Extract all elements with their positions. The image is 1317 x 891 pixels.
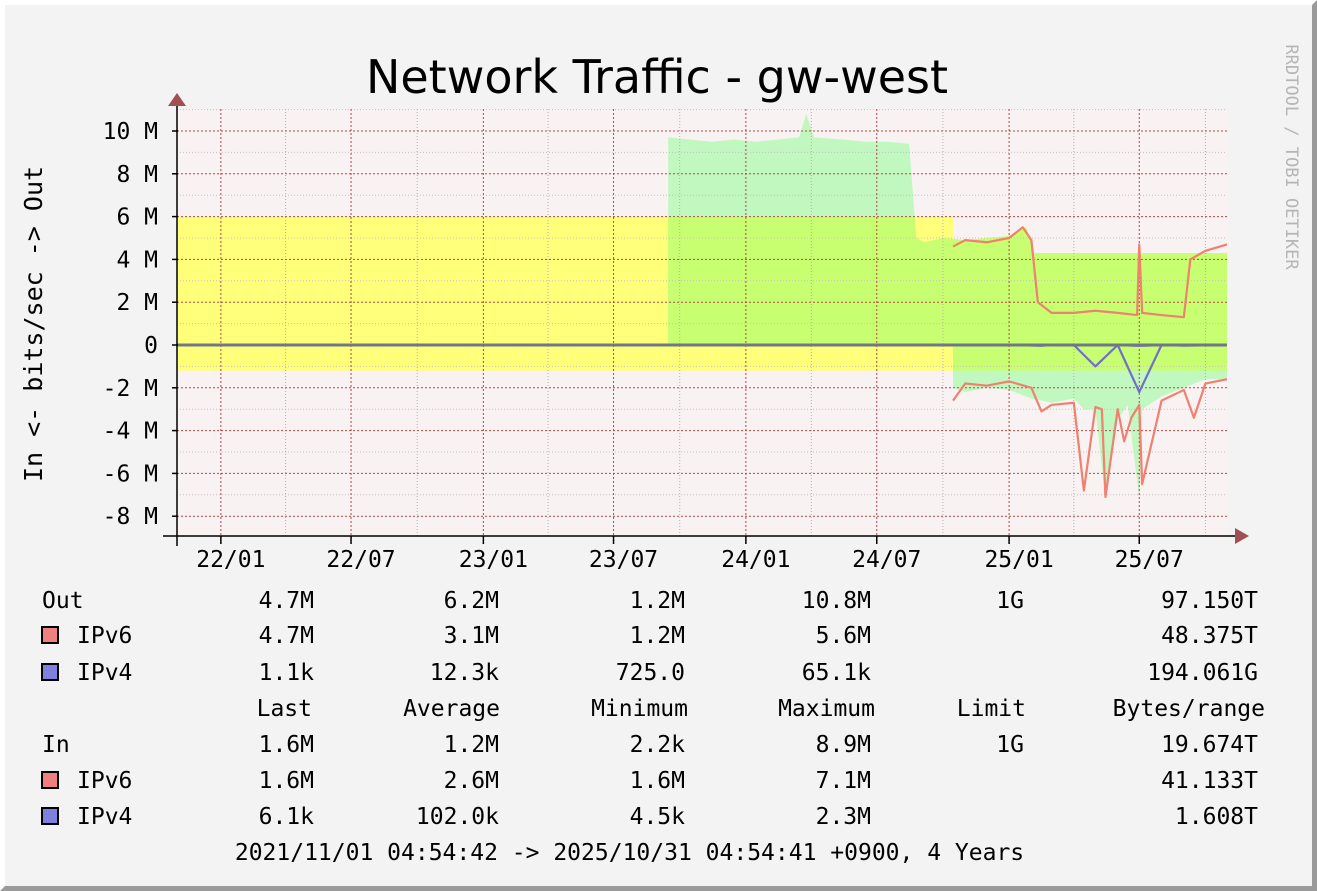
legend-value-bytes: 194.061G bbox=[1147, 660, 1258, 686]
watermark: RRDTOOL / TOBI OETIKER bbox=[1281, 44, 1301, 270]
legend-label: IPv4 bbox=[77, 660, 133, 686]
legend-value-average: 102.0k bbox=[415, 804, 499, 830]
legend-value-last: 6.1k bbox=[258, 804, 314, 830]
legend-value-last: 4.7M bbox=[258, 623, 314, 649]
legend-swatch bbox=[41, 807, 59, 825]
legend-value-bytes: 41.133T bbox=[1161, 768, 1258, 794]
legend-value-last: 1.1k bbox=[258, 660, 314, 686]
legend-value-last: 1.6M bbox=[258, 732, 314, 758]
legend-value-maximum: 7.1M bbox=[815, 768, 871, 794]
legend-value-maximum: 2.3M bbox=[815, 804, 871, 830]
time-range-footer: 2021/11/01 04:54:42 -> 2025/10/31 04:54:… bbox=[234, 840, 1025, 866]
series-in-ipv6-line bbox=[952, 378, 1227, 499]
legend-value-minimum: 725.0 bbox=[615, 660, 685, 686]
legend-swatch bbox=[41, 663, 59, 681]
legend-value-minimum: 1.2M bbox=[629, 588, 685, 614]
legend-swatch bbox=[41, 626, 59, 644]
legend-value-limit: 1G bbox=[996, 588, 1024, 614]
legend-value-limit: 1G bbox=[996, 732, 1024, 758]
series-out-overlap bbox=[668, 216, 1227, 345]
chart-title: Network Traffic - gw-west bbox=[366, 50, 948, 104]
y-tick-label: -6 M bbox=[103, 461, 158, 487]
y-tick-label: 2 M bbox=[116, 290, 158, 316]
legend-header-average: Average bbox=[403, 696, 500, 722]
y-tick-label: 6 M bbox=[116, 205, 158, 231]
x-tick-label: 22/01 bbox=[196, 547, 265, 573]
series-in-area bbox=[952, 345, 1227, 500]
legend-value-bytes: 97.150T bbox=[1161, 588, 1258, 614]
legend-header-maximum: Maximum bbox=[778, 696, 875, 722]
y-axis-arrow bbox=[168, 93, 186, 106]
y-tick-label: -2 M bbox=[103, 376, 158, 402]
legend-header-bytes: Bytes/range bbox=[1112, 696, 1265, 722]
legend-header-minimum: Minimum bbox=[591, 696, 688, 722]
legend-value-bytes: 19.674T bbox=[1161, 732, 1258, 758]
x-axis-arrow bbox=[1235, 528, 1249, 544]
legend-label: IPv6 bbox=[77, 768, 133, 794]
y-tick-label: -8 M bbox=[103, 504, 158, 530]
y-tick-label: 8 M bbox=[116, 162, 158, 188]
legend-swatch bbox=[41, 771, 59, 789]
legend-value-minimum: 4.5k bbox=[629, 804, 685, 830]
legend-value-minimum: 1.6M bbox=[629, 768, 685, 794]
legend-value-last: 4.7M bbox=[258, 588, 314, 614]
legend-value-last: 1.6M bbox=[258, 768, 314, 794]
y-tick-label: 4 M bbox=[116, 247, 158, 273]
legend-value-average: 6.2M bbox=[443, 588, 499, 614]
y-tick-label: -4 M bbox=[103, 419, 158, 445]
y-axis-label: In <- bits/sec -> Out bbox=[19, 166, 48, 482]
legend-value-minimum: 1.2M bbox=[629, 623, 685, 649]
legend-label: Out bbox=[42, 588, 84, 614]
legend-value-minimum: 2.2k bbox=[629, 732, 685, 758]
x-tick-label: 24/01 bbox=[721, 547, 790, 573]
legend-header-last: Last bbox=[256, 696, 312, 722]
legend-value-average: 12.3k bbox=[429, 660, 499, 686]
legend-value-maximum: 5.6M bbox=[815, 623, 871, 649]
legend-label: IPv4 bbox=[77, 804, 133, 830]
legend-value-maximum: 8.9M bbox=[815, 732, 871, 758]
x-tick-label: 24/07 bbox=[852, 547, 921, 573]
x-tick-label: 23/01 bbox=[459, 547, 528, 573]
legend-value-maximum: 10.8M bbox=[801, 588, 871, 614]
x-tick-label: 23/07 bbox=[589, 547, 658, 573]
legend-value-average: 1.2M bbox=[443, 732, 499, 758]
legend-label: In bbox=[42, 732, 70, 758]
legend-value-bytes: 1.608T bbox=[1174, 804, 1258, 830]
legend-value-average: 3.1M bbox=[443, 623, 499, 649]
legend-label: IPv6 bbox=[77, 623, 133, 649]
x-tick-label: 25/01 bbox=[984, 547, 1053, 573]
legend-header-limit: Limit bbox=[956, 696, 1026, 722]
y-tick-label: 0 bbox=[144, 333, 158, 359]
x-tick-label: 25/07 bbox=[1115, 547, 1184, 573]
y-tick-label: 10 M bbox=[103, 119, 158, 145]
legend-value-maximum: 65.1k bbox=[801, 660, 871, 686]
legend-value-average: 2.6M bbox=[443, 768, 499, 794]
x-tick-label: 22/07 bbox=[326, 547, 395, 573]
series-out-ipv6-line bbox=[952, 226, 1227, 319]
legend-value-bytes: 48.375T bbox=[1161, 623, 1258, 649]
